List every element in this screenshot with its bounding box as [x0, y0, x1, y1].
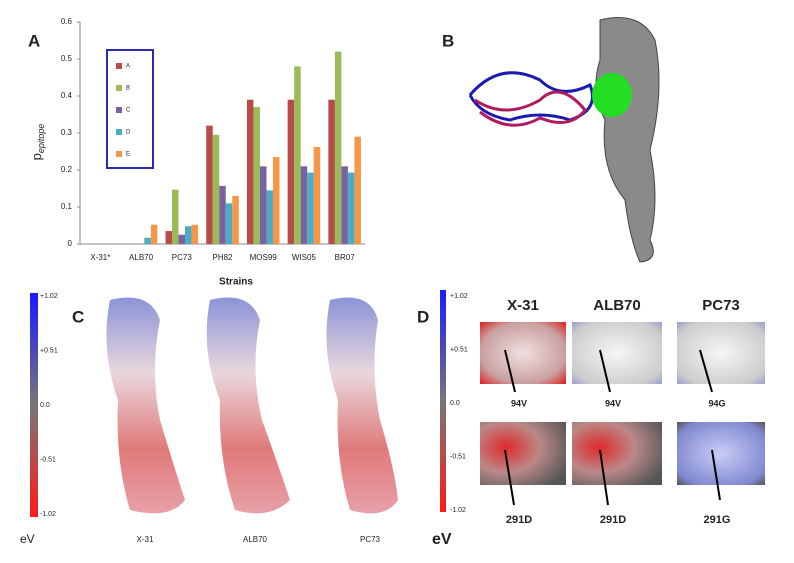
column-header: ALB70	[593, 297, 641, 314]
residue-label: 94V	[511, 398, 527, 408]
colorbar-label: -0.51	[450, 453, 466, 460]
y-tick-label: 0.3	[61, 128, 73, 137]
residue-label: 291D	[600, 514, 626, 526]
bar	[287, 99, 295, 244]
colorbar-label: +0.51	[40, 347, 58, 354]
bar	[212, 134, 220, 244]
bar	[150, 224, 158, 244]
column-header: X-31	[507, 297, 539, 314]
x-tick-label: PC73	[172, 253, 193, 262]
residue-label: 94G	[708, 398, 725, 408]
x-tick-label: PH82	[212, 253, 233, 262]
bar	[266, 190, 273, 244]
legend-swatch	[116, 151, 122, 157]
legend-swatch	[116, 63, 122, 69]
residue-label: 291D	[506, 514, 532, 526]
x-axis-label: Strains	[219, 277, 253, 288]
strain-label: PC73	[360, 535, 381, 544]
legend-label: B	[126, 86, 130, 92]
panel-label: A	[28, 31, 40, 50]
y-axis-label: pepitope	[29, 124, 46, 161]
legend-swatch	[116, 107, 122, 113]
colorbar-label: +0.51	[450, 346, 468, 353]
legend-label: E	[126, 152, 130, 158]
unit-label: eV	[432, 531, 452, 548]
x-tick-label: MOS99	[250, 253, 278, 262]
legend-label: C	[126, 108, 131, 114]
legend-swatch	[116, 85, 122, 91]
strain-label: X-31	[137, 535, 154, 544]
bar	[144, 237, 151, 244]
bar	[294, 66, 301, 245]
bar	[178, 234, 186, 244]
legend-box	[106, 49, 154, 169]
bar	[206, 125, 213, 244]
residue-label: 291G	[704, 514, 731, 526]
bar	[313, 147, 321, 244]
bar	[185, 226, 192, 244]
bar	[165, 231, 173, 244]
molecule	[468, 17, 660, 263]
bar	[300, 166, 308, 244]
y-tick-label: 0.5	[61, 54, 73, 63]
bar	[246, 99, 254, 244]
bar	[272, 157, 280, 244]
legend-label: A	[126, 64, 130, 70]
bar	[347, 172, 355, 244]
bar	[328, 99, 335, 244]
legend-swatch	[116, 129, 122, 135]
bar	[354, 136, 361, 244]
colorbar	[440, 290, 446, 512]
colorbar-label: +1.02	[450, 293, 468, 300]
colorbar-label: -0.51	[40, 456, 56, 463]
y-tick-label: 0.6	[61, 17, 73, 26]
colorbar-label: +1.02	[40, 293, 58, 300]
colorbar	[30, 293, 38, 517]
colorbar-label: 0.0	[450, 400, 460, 407]
panel-label: C	[72, 307, 84, 326]
legend-label: D	[126, 130, 131, 136]
colorbar-label: 0.0	[40, 402, 50, 409]
surface-closeups	[480, 322, 765, 506]
panel-label: D	[417, 307, 429, 326]
bar	[172, 189, 179, 244]
residue-label: 94V	[605, 398, 621, 408]
column-header: PC73	[702, 297, 740, 314]
bar	[232, 195, 239, 244]
protein-surfaces	[106, 297, 398, 514]
y-tick-label: 0.1	[61, 202, 73, 211]
bar	[225, 203, 233, 244]
colorbar-label: -1.02	[450, 507, 466, 514]
bar	[219, 185, 226, 244]
x-tick-label: X-31*	[90, 253, 110, 262]
strain-label: ALB70	[243, 535, 268, 544]
bar	[307, 172, 314, 244]
y-tick-label: 0.2	[61, 165, 73, 174]
bar	[341, 166, 348, 244]
panel-label: B	[442, 31, 454, 50]
bar	[334, 51, 342, 244]
x-tick-label: ALB70	[129, 253, 154, 262]
bar	[191, 224, 199, 244]
x-tick-label: WIS05	[292, 253, 317, 262]
colorbar-label: -1.02	[40, 511, 56, 518]
unit-label: eV	[20, 532, 35, 546]
y-tick-label: 0	[68, 239, 73, 248]
bar	[259, 166, 267, 244]
x-tick-label: BR07	[335, 253, 356, 262]
y-tick-label: 0.4	[61, 91, 73, 100]
bar	[253, 107, 260, 244]
